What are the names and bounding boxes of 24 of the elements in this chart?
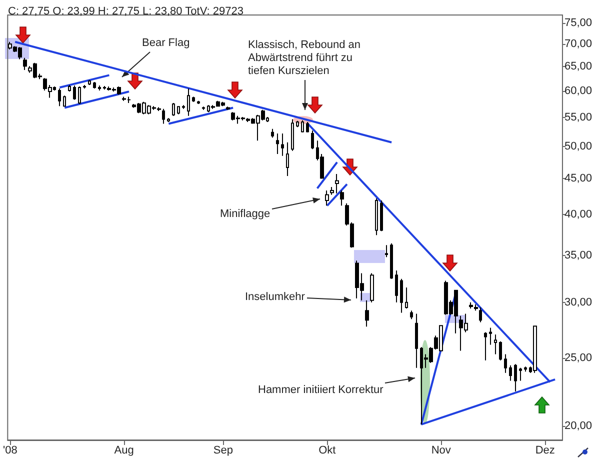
annotation: Bear Flag [142,37,190,50]
y-tick-label: 70,00 [564,38,592,50]
y-tick-label: 35,00 [564,249,592,262]
x-tick-label: Dez [535,444,555,456]
y-tick-label: 75,00 [564,17,592,30]
y-tick-label: 45,00 [564,172,592,185]
x-tick-label: '08 [2,444,18,456]
chart-title: C: 27,75 O: 23,99 H: 27,75 L: 23,80 TotV: 29723 [8,6,244,18]
x-tick-label: Okt [318,444,336,456]
y-tick-label: 30,00 [564,296,592,308]
x-tick-label: Aug [114,444,134,456]
annotation: Klassisch, Rebound an Abwärtstrend führt zu tiefen Kurszielen [248,39,362,78]
y-tick-label: 65,00 [564,60,592,73]
y-tick-label: 20,00 [564,420,592,432]
x-tick-label: Nov [431,444,452,456]
y-tick-label: 60,00 [564,85,592,98]
y-tick-label: 25,00 [564,352,592,364]
annotation: Hammer initiiert Korrektur [258,384,384,397]
y-tick-label: 50,00 [564,140,592,153]
x-tick-label: Sep [213,444,233,456]
annotation: Miniflagge [220,208,270,221]
y-tick-label: 55,00 [564,112,592,124]
y-tick-label: 40,00 [564,208,592,221]
annotation: Inselumkehr [245,291,305,304]
